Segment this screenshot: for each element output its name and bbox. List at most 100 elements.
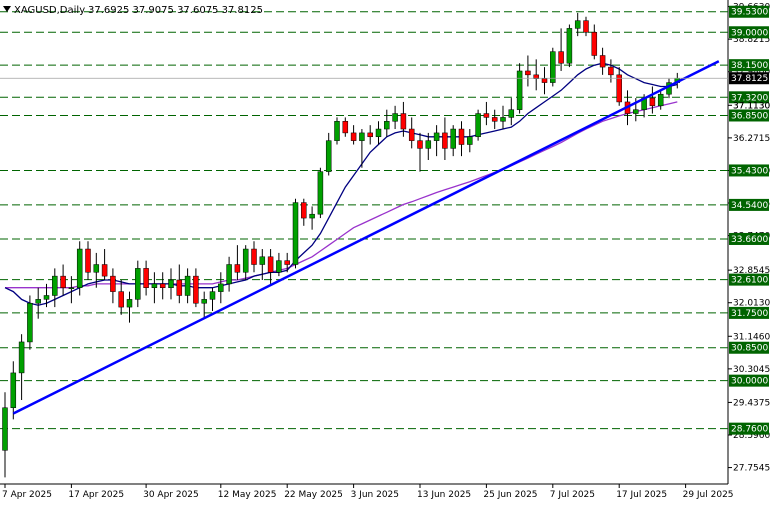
candle-body-29 <box>242 248 249 273</box>
candle-body-34 <box>284 260 290 265</box>
candle-body-7 <box>60 275 66 288</box>
level-label-bg-12 <box>729 422 769 435</box>
level-label-6: 34.5400 <box>731 201 768 211</box>
level-labels: 39.5300 39.0000 38.1500 37.3200 36.8500 35.43… <box>729 5 769 435</box>
candle-body-43 <box>359 132 365 141</box>
current-price-label: 37.8125 <box>731 74 768 84</box>
candle-body-53 <box>442 132 448 149</box>
time-tick-label-1: 17 Apr 2025 <box>68 490 124 500</box>
candle-body-74 <box>616 74 622 103</box>
price-tick-label-11: 30.3045 <box>733 365 770 375</box>
candle-body-14 <box>118 291 124 308</box>
level-label-4: 36.8500 <box>731 111 768 121</box>
candle-body-59 <box>491 117 498 122</box>
symbol-title: XAGUSD,Daily <box>14 5 85 16</box>
candle-body-13 <box>110 275 116 292</box>
candle-body-33 <box>276 260 282 273</box>
candle-body-41 <box>342 121 349 134</box>
level-label-0: 39.5300 <box>731 8 768 18</box>
level-label-7: 33.6600 <box>731 235 768 245</box>
candle-body-58 <box>483 113 490 118</box>
level-label-bg-5 <box>729 164 769 177</box>
candle-body-2 <box>18 341 25 374</box>
current-price-group: 37.8125 37.1130 <box>0 72 770 111</box>
candle-body-40 <box>334 121 340 141</box>
time-tick-label-3: 12 May 2025 <box>218 490 277 500</box>
candle-body-3 <box>27 302 33 343</box>
level-label-bg-8 <box>729 273 769 286</box>
price-tick-label-1: 38.8215 <box>733 35 770 45</box>
candle-body-68 <box>566 28 573 64</box>
trendline-group[interactable] <box>12 60 720 415</box>
time-tick-label-8: 7 Jul 2025 <box>550 490 595 500</box>
level-label-8: 32.6100 <box>731 276 768 286</box>
level-label-5: 35.4300 <box>731 166 768 176</box>
candle-body-22 <box>184 275 191 296</box>
candle-body-54 <box>450 128 456 149</box>
level-label-9: 31.7500 <box>731 309 768 319</box>
candle-body-38 <box>317 171 324 215</box>
candle-body-5 <box>43 295 50 300</box>
candle-body-15 <box>126 299 133 308</box>
candle-body-6 <box>52 275 58 296</box>
current-price-bg <box>729 72 769 85</box>
candle-body-66 <box>550 51 556 83</box>
price-tick-label-9: 32.0130 <box>733 299 770 309</box>
level-label-bg-6 <box>729 198 769 211</box>
price-tick-label-14: 27.7545 <box>733 464 770 474</box>
secondary-price-label: 37.1130 <box>733 101 770 111</box>
candle-body-65 <box>541 78 548 83</box>
candle-body-42 <box>350 132 357 141</box>
candle-body-78 <box>649 97 656 107</box>
level-label-11: 30.0000 <box>731 377 768 387</box>
candle-body-20 <box>168 279 174 288</box>
candle-body-69 <box>574 20 581 29</box>
price-tick-label-3: 37.1130 <box>733 101 770 111</box>
candle-body-56 <box>467 136 473 145</box>
candle-body-50 <box>417 140 423 149</box>
level-label-bg-11 <box>729 374 769 387</box>
candle-body-18 <box>151 283 158 288</box>
candle-body-46 <box>384 121 390 130</box>
candle-body-26 <box>218 283 224 292</box>
candle-body-17 <box>143 268 149 288</box>
time-tick-label-9: 17 Jul 2025 <box>616 490 667 500</box>
candle-body-16 <box>135 268 141 300</box>
time-tick-label-4: 22 May 2025 <box>284 490 343 500</box>
candle-body-44 <box>367 132 373 138</box>
candle-body-4 <box>35 299 41 304</box>
ohlc-values: 37.6925 37.9075 37.6075 37.8125 <box>88 5 263 16</box>
candle-body-24 <box>201 299 207 304</box>
candle-body-31 <box>259 256 266 265</box>
candle-body-30 <box>251 248 257 265</box>
candle-body-36 <box>301 202 307 219</box>
level-label-bg-0 <box>729 5 769 18</box>
candle-body-51 <box>425 140 432 149</box>
chart-header: XAGUSD,Daily 37.6925 37.9075 37.6075 37.… <box>3 5 263 16</box>
candle-body-60 <box>500 117 506 122</box>
candle-body-61 <box>508 109 515 118</box>
level-label-bg-2 <box>729 59 769 72</box>
candle-body-8 <box>68 287 75 289</box>
time-tick-label-7: 25 Jun 2025 <box>483 490 537 500</box>
candle-body-0 <box>2 407 8 451</box>
candle-body-39 <box>325 140 332 172</box>
level-label-bg-10 <box>729 341 769 354</box>
collapse-arrow-icon[interactable] <box>3 6 11 12</box>
level-label-10: 30.8500 <box>731 344 768 354</box>
candle-body-32 <box>267 256 274 273</box>
level-label-bg-4 <box>729 109 769 122</box>
ma-slow-line <box>5 101 678 289</box>
time-tick-label-5: 3 Jun 2025 <box>351 490 399 500</box>
candle-body-45 <box>375 128 382 138</box>
candle-body-62 <box>516 70 523 110</box>
level-label-bg-7 <box>729 232 769 245</box>
level-label-bg-9 <box>729 306 769 319</box>
price-tick-label-13: 28.5960 <box>733 431 770 441</box>
candle-body-47 <box>392 113 398 122</box>
time-ticks: 7 Apr 2025 17 Apr 2025 30 Apr 2025 12 May 2… <box>2 484 734 500</box>
candle-body-37 <box>309 213 315 219</box>
candle-body-9 <box>76 248 83 288</box>
candle-body-72 <box>599 55 606 68</box>
